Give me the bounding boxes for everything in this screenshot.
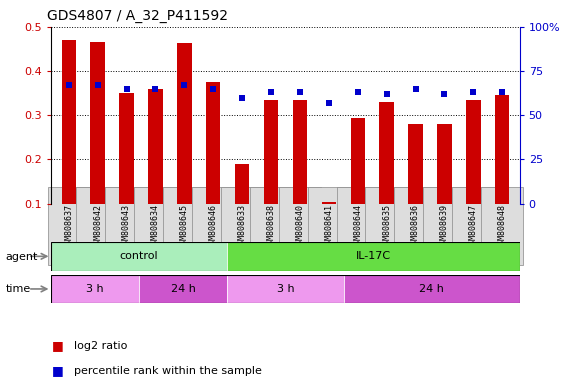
Bar bbox=[148, 89, 163, 204]
Bar bbox=[51, 275, 139, 303]
Text: 24 h: 24 h bbox=[419, 284, 444, 294]
Text: percentile rank within the sample: percentile rank within the sample bbox=[74, 366, 262, 376]
Bar bbox=[321, 202, 336, 204]
Bar bbox=[495, 95, 509, 204]
Text: agent: agent bbox=[6, 252, 38, 262]
Bar bbox=[344, 275, 520, 303]
Bar bbox=[380, 102, 394, 204]
Text: 3 h: 3 h bbox=[277, 284, 294, 294]
Bar bbox=[466, 100, 481, 204]
Text: time: time bbox=[6, 284, 31, 294]
Bar bbox=[90, 42, 105, 204]
Text: 3 h: 3 h bbox=[86, 284, 104, 294]
Bar bbox=[51, 242, 227, 271]
Bar bbox=[139, 275, 227, 303]
Bar bbox=[119, 93, 134, 204]
Bar bbox=[227, 242, 520, 271]
Text: IL-17C: IL-17C bbox=[356, 251, 391, 262]
Text: ■: ■ bbox=[51, 364, 63, 377]
Text: ■: ■ bbox=[51, 339, 63, 352]
Text: 24 h: 24 h bbox=[171, 284, 195, 294]
Bar bbox=[437, 124, 452, 204]
Bar bbox=[177, 43, 191, 204]
Bar bbox=[227, 275, 344, 303]
Bar bbox=[235, 164, 250, 204]
Bar bbox=[351, 118, 365, 204]
Bar bbox=[62, 40, 76, 204]
Text: log2 ratio: log2 ratio bbox=[74, 341, 127, 351]
Bar bbox=[408, 124, 423, 204]
Bar bbox=[264, 100, 278, 204]
Text: control: control bbox=[120, 251, 159, 262]
Text: GDS4807 / A_32_P411592: GDS4807 / A_32_P411592 bbox=[47, 9, 228, 23]
Bar bbox=[206, 82, 220, 204]
Bar bbox=[293, 100, 307, 204]
